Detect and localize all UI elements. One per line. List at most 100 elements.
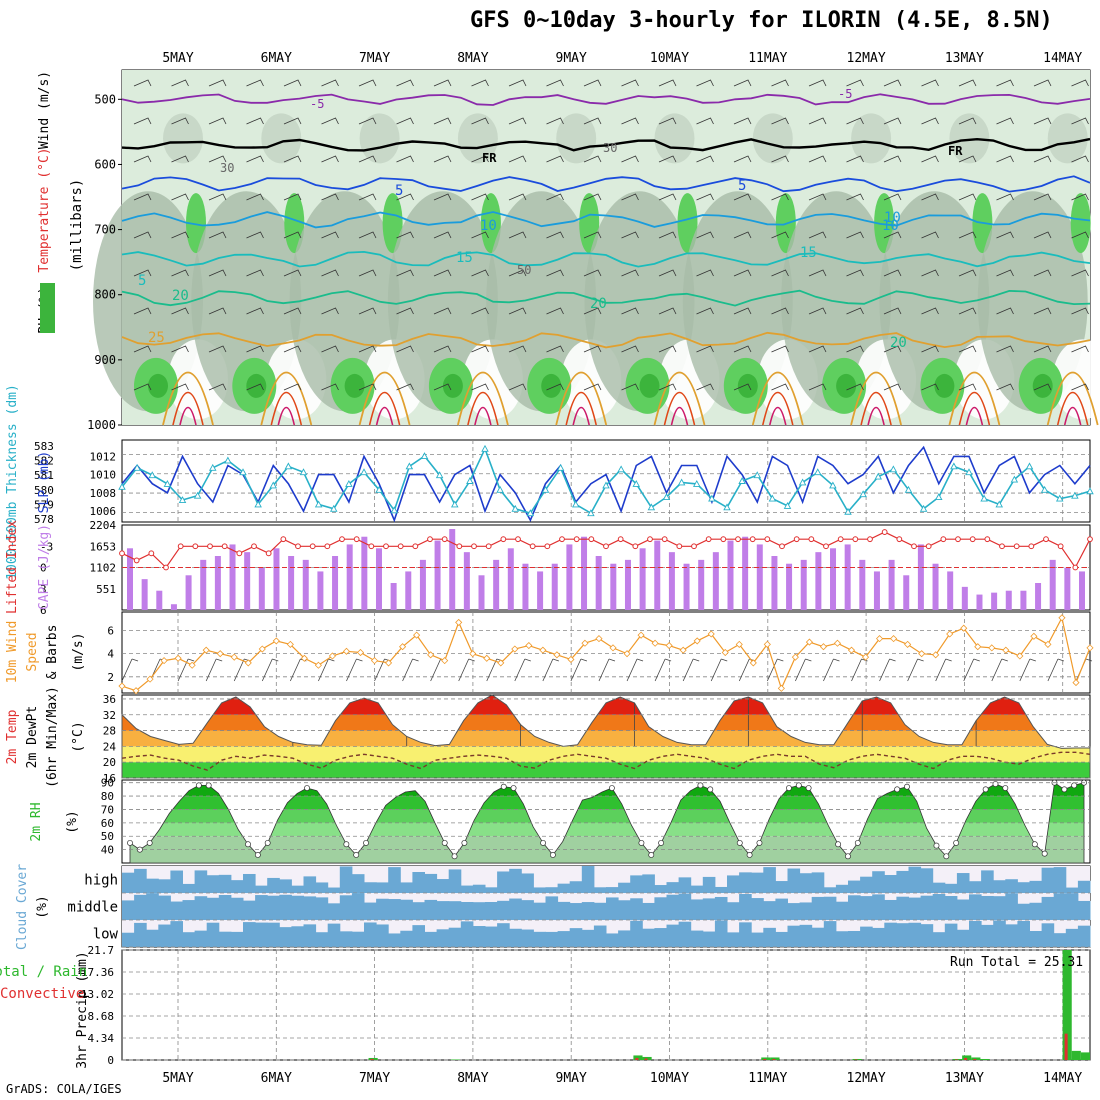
wind-barb [358,155,377,163]
wind-speed-point [1030,632,1038,640]
cloud-cell [1065,928,1079,947]
wind-speed-point [833,639,842,647]
precip-total-bar [980,1058,990,1060]
rh-point [854,839,861,846]
wind-barb [658,117,677,125]
wind-speed-point [861,653,870,661]
thickness-point [1055,494,1064,502]
thickness-point [995,500,1004,508]
thickness-point [420,452,429,460]
date-label-top: 9MAY [556,51,587,66]
cloud-cell [170,921,183,947]
wind-barb [471,79,489,87]
rh-point [736,839,743,846]
wind-barb [471,383,489,391]
date-label-bottom: 6MAY [261,1071,292,1086]
wind-barb [658,345,677,353]
temp-tick-label: 32 [103,709,116,722]
wind-speed-point [567,655,575,664]
rh-saturated-area [148,373,168,398]
wind-barb [771,193,789,201]
wind-barb [471,231,489,239]
cloud-level-label: middle [67,900,118,916]
isotherm-label: 15 [800,245,817,261]
cloud-cell [714,886,728,893]
cloud-cell [533,931,546,947]
rh-humid-area [949,113,990,164]
wind-barb [208,155,227,163]
isotherm-30-dome [663,391,696,426]
wind-barb [1071,193,1089,201]
cape-bar [756,544,763,610]
rh-point [943,853,950,860]
wind-barb [246,269,264,277]
cloud-cell [593,902,607,920]
wind-barb [396,345,414,353]
wind-barb [283,231,302,239]
pressure-axis-label: (millibars) [69,179,85,272]
cloud-cell [376,898,389,920]
rh-humid-area [163,113,203,164]
cloud-cell [860,926,873,947]
run-total-label: Run Total = 25.31 [950,955,1083,970]
lifted-tick-label: -3 [40,540,53,553]
isotherm-label: 5 [395,183,403,199]
cloud-cell [581,929,595,947]
cloud-cell [654,897,667,920]
cape-bar [463,552,470,610]
cloud-cell [122,900,135,920]
rh-point [933,842,940,849]
wind-tick-label: 2 [107,671,114,684]
thickness-point [874,472,883,480]
cloud-cell [230,880,244,893]
wind-barb [321,345,339,353]
cloud-cell [206,897,220,920]
cloud-cell [956,899,970,920]
isotherm-30-dome [860,391,892,426]
isotherm-25-dome [457,371,509,426]
isotherm-line [121,175,1091,193]
wind-barb [958,79,977,87]
lifted-index-point [1087,536,1093,543]
wind-barb [621,269,639,277]
cloud-cell [618,900,631,920]
cloud-cell [351,893,365,920]
wind-barb [696,79,714,87]
wind-barb [321,307,339,315]
rh-point [146,839,153,846]
cape-tick-label: 2204 [90,519,117,532]
wind-barb [208,383,227,391]
thickness-point [980,494,988,502]
cloud-cell [557,901,571,920]
cloud-cell [206,875,220,893]
rh-band [130,796,1084,810]
wind-barb [171,231,189,239]
rh-humid-area [556,113,597,164]
wind-barb [583,155,602,163]
lifted-index-point [603,543,609,550]
cloud-cell [630,898,643,920]
wind-barb [1033,345,1052,353]
cloud-cell [134,868,147,893]
cloud-cell [569,881,583,893]
wind-tick-label: 4 [107,648,114,661]
thickness-point [950,462,958,470]
rh-point [254,852,261,858]
thickness-tick-label: 580 [34,484,54,497]
wind-barb [846,79,864,87]
wind-barb [958,117,977,125]
wind-speed-point [146,675,154,683]
isotherm-25-dome [751,371,804,426]
cloud-cell [243,900,256,920]
isotherm-label: 25 [148,330,165,346]
cloud-cell [376,924,389,947]
wind-barb-10m [514,658,531,682]
isotherm-label: 50 [517,263,531,277]
wind-barb [283,155,302,163]
wind-barb [1033,307,1052,315]
lifted-index-point [221,543,228,550]
cloud-cell [884,922,897,947]
wind-speed-point [735,640,743,648]
rh-dry-area [1052,339,1100,420]
lifted-index-point [984,536,991,543]
